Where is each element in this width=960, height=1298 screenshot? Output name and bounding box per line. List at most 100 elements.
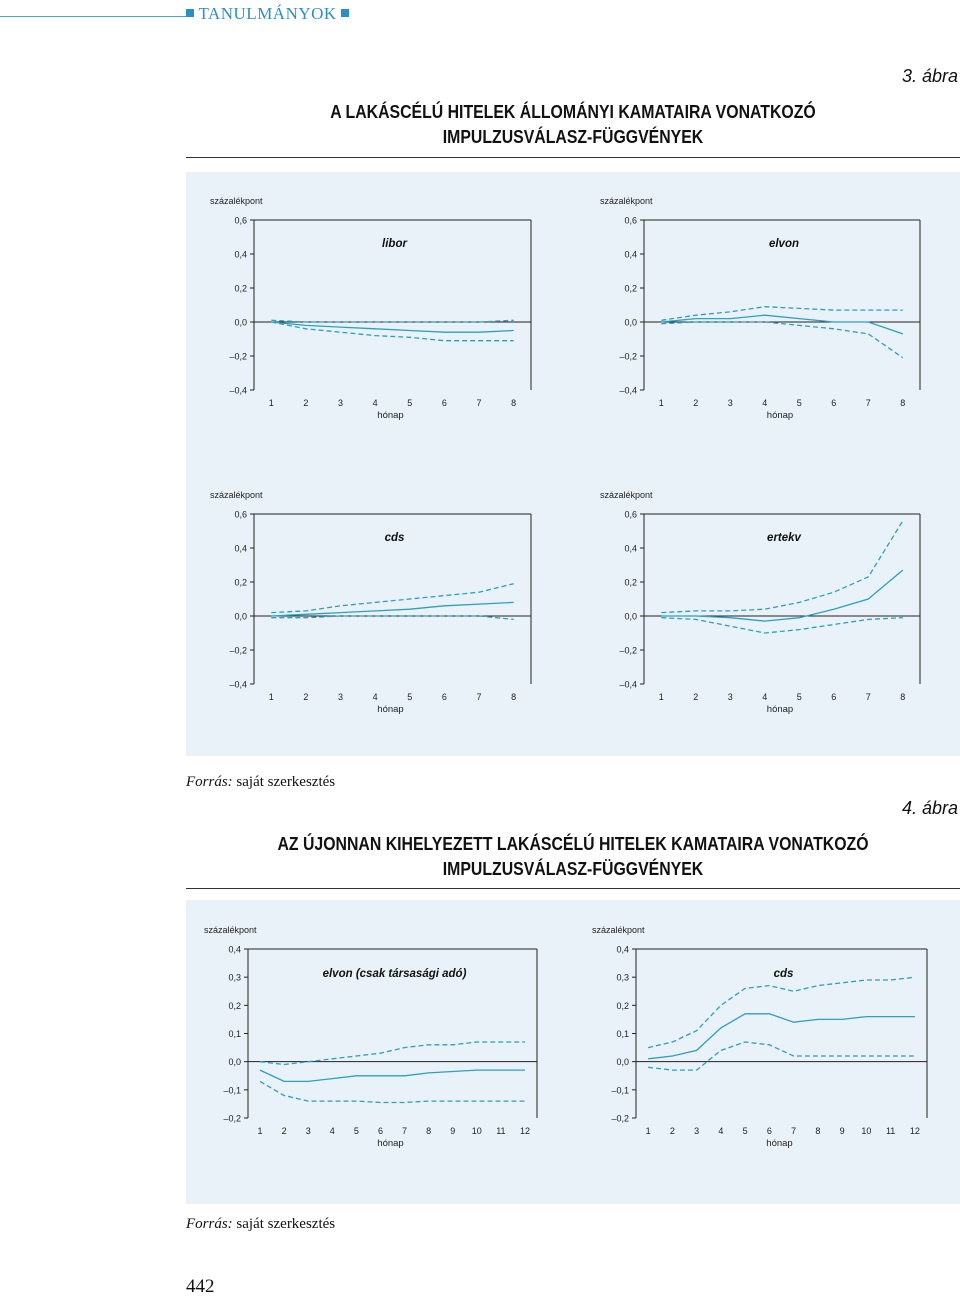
x-tick-label: 1 bbox=[646, 1126, 651, 1136]
chart-title: ertekv bbox=[767, 532, 801, 544]
x-tick-label: 12 bbox=[910, 1126, 920, 1136]
x-tick-label: 6 bbox=[831, 692, 836, 702]
x-tick-label: 7 bbox=[866, 398, 871, 408]
y-tick-label: –0,1 bbox=[223, 1085, 241, 1095]
x-tick-label: 4 bbox=[330, 1126, 335, 1136]
y-tick-label: 0,2 bbox=[234, 578, 247, 588]
y-tick-label: 0,1 bbox=[228, 1029, 241, 1039]
x-tick-label: 4 bbox=[762, 398, 767, 408]
x-tick-label: 1 bbox=[659, 692, 664, 702]
y-tick-label: –0,2 bbox=[229, 352, 247, 362]
response-line bbox=[661, 569, 904, 622]
y-axis-label: százalékpont bbox=[592, 925, 645, 935]
x-tick-label: 6 bbox=[831, 398, 836, 408]
x-tick-label: 3 bbox=[306, 1126, 311, 1136]
figure-title-line: AZ ÚJONNAN KIHELYEZETT LAKÁSCÉLÚ HITELEK… bbox=[277, 834, 869, 854]
y-tick-label: 0,2 bbox=[616, 1001, 629, 1011]
y-tick-label: 0,4 bbox=[624, 250, 637, 260]
x-tick-label: 4 bbox=[373, 398, 378, 408]
y-tick-label: –0,4 bbox=[619, 680, 637, 690]
y-tick-label: –0,2 bbox=[619, 646, 637, 656]
figure-source: Forrás: saját szerkesztés bbox=[186, 774, 335, 791]
x-tick-label: 9 bbox=[450, 1126, 455, 1136]
square-bullet-icon bbox=[341, 9, 350, 17]
x-tick-label: 3 bbox=[694, 1126, 699, 1136]
figure-rule bbox=[186, 888, 960, 889]
confidence-band-line bbox=[647, 976, 915, 1049]
x-tick-label: 7 bbox=[866, 692, 871, 702]
x-tick-label: 11 bbox=[886, 1126, 895, 1136]
y-tick-label: 0,2 bbox=[624, 284, 637, 294]
figure-title: A LAKÁSCÉLÚ HITELEK ÁLLOMÁNYI KAMATAIRA … bbox=[232, 100, 913, 150]
confidence-band-line bbox=[661, 617, 903, 634]
y-axis-label: százalékpont bbox=[210, 196, 263, 206]
y-tick-label: 0,4 bbox=[616, 945, 629, 955]
response-line bbox=[259, 1069, 525, 1083]
x-tick-label: 10 bbox=[861, 1126, 871, 1136]
y-tick-label: –0,4 bbox=[229, 680, 247, 690]
chart-title: libor bbox=[382, 238, 407, 250]
x-tick-label: 4 bbox=[762, 692, 767, 702]
source-label: Forrás: bbox=[186, 774, 233, 790]
x-tick-label: 7 bbox=[791, 1126, 796, 1136]
chart-title: cds bbox=[774, 968, 794, 980]
y-tick-label: –0,2 bbox=[229, 646, 247, 656]
figure-title-line: A LAKÁSCÉLÚ HITELEK ÁLLOMÁNYI KAMATAIRA … bbox=[330, 102, 816, 122]
section-header: TANULMÁNYOK bbox=[186, 4, 350, 24]
x-tick-label: 7 bbox=[477, 692, 482, 702]
x-tick-label: 3 bbox=[338, 398, 343, 408]
x-tick-label: 1 bbox=[659, 398, 664, 408]
x-tick-label: 5 bbox=[797, 398, 802, 408]
page-number: 442 bbox=[186, 1276, 215, 1297]
y-tick-label: 0,6 bbox=[234, 216, 247, 226]
chart-title: elvon (csak társasági adó) bbox=[323, 968, 467, 980]
confidence-band-line bbox=[271, 319, 514, 323]
x-tick-label: 1 bbox=[269, 692, 274, 702]
response-line bbox=[648, 1013, 915, 1060]
chart-title: cds bbox=[385, 532, 405, 544]
response-line bbox=[271, 601, 514, 617]
section-title: TANULMÁNYOK bbox=[198, 4, 337, 23]
square-bullet-icon bbox=[186, 9, 194, 17]
y-tick-label: –0,2 bbox=[611, 1114, 629, 1124]
y-axis-label: százalékpont bbox=[600, 490, 653, 500]
y-tick-label: 0,0 bbox=[234, 318, 247, 328]
x-tick-label: 6 bbox=[767, 1126, 772, 1136]
figure-title: AZ ÚJONNAN KIHELYEZETT LAKÁSCÉLÚ HITELEK… bbox=[232, 832, 913, 882]
confidence-band-line bbox=[661, 321, 904, 359]
y-tick-label: 0,6 bbox=[234, 510, 247, 520]
y-tick-label: 0,2 bbox=[234, 284, 247, 294]
x-tick-label: 4 bbox=[373, 692, 378, 702]
x-tick-label: 3 bbox=[728, 692, 733, 702]
y-tick-label: 0,3 bbox=[228, 973, 241, 983]
x-tick-label: 1 bbox=[269, 398, 274, 408]
x-tick-label: 8 bbox=[900, 398, 905, 408]
figure-rule bbox=[186, 157, 960, 158]
y-tick-label: 0,6 bbox=[624, 216, 637, 226]
x-tick-label: 1 bbox=[258, 1126, 263, 1136]
y-tick-label: 0,6 bbox=[624, 510, 637, 520]
x-tick-label: 2 bbox=[282, 1126, 287, 1136]
figure-number: 3. ábra bbox=[901, 66, 958, 86]
confidence-band-line bbox=[271, 583, 514, 614]
source-text: saját szerkesztés bbox=[232, 774, 336, 790]
figure-number: 4. ábra bbox=[901, 798, 958, 818]
response-line bbox=[271, 321, 514, 333]
header-rule bbox=[0, 16, 186, 17]
x-tick-label: 8 bbox=[426, 1126, 431, 1136]
y-tick-label: –0,2 bbox=[619, 352, 637, 362]
y-axis-label: százalékpont bbox=[600, 196, 653, 206]
y-tick-label: 0,2 bbox=[624, 578, 637, 588]
x-tick-label: 8 bbox=[900, 692, 905, 702]
x-tick-label: 8 bbox=[815, 1126, 820, 1136]
x-axis-label: hónap bbox=[377, 704, 403, 715]
x-tick-label: 7 bbox=[402, 1126, 407, 1136]
x-axis-label: hónap bbox=[767, 704, 793, 715]
x-tick-label: 2 bbox=[693, 398, 698, 408]
x-tick-label: 2 bbox=[303, 398, 308, 408]
x-tick-label: 5 bbox=[743, 1126, 748, 1136]
confidence-band-line bbox=[271, 615, 514, 621]
y-tick-label: 0,0 bbox=[228, 1057, 241, 1067]
confidence-band-line bbox=[259, 1041, 525, 1066]
